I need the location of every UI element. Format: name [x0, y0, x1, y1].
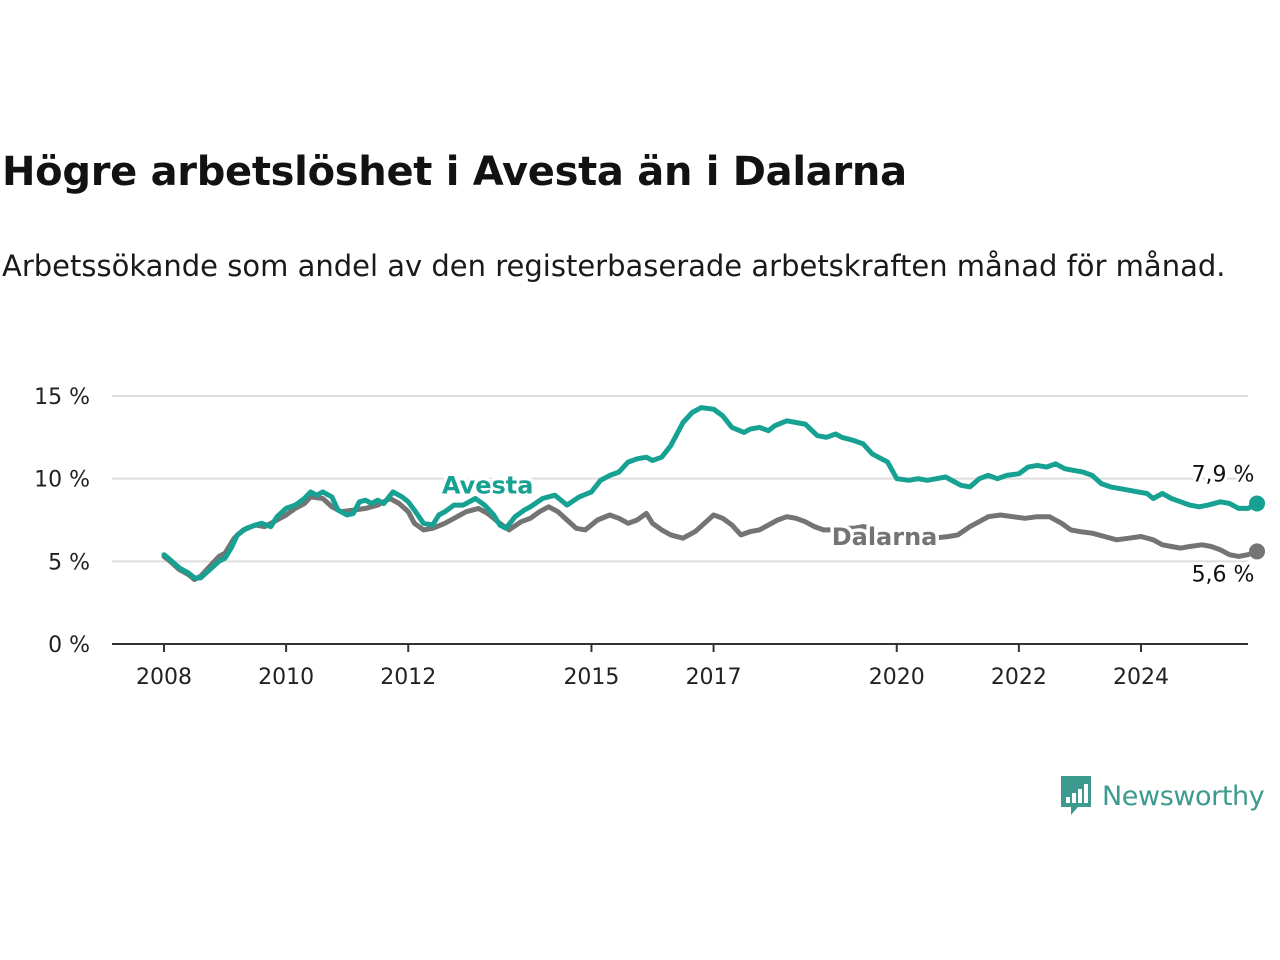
newsworthy-logo-icon	[1061, 776, 1091, 815]
y-tick-label: 15 %	[34, 385, 90, 410]
x-tick-label: 2010	[258, 665, 314, 690]
series-label-dalarna: Dalarna	[832, 523, 938, 551]
x-tick-label: 2020	[869, 665, 925, 690]
x-tick-label: 2017	[686, 665, 742, 690]
end-value-label-dalarna: 5,6 %	[1192, 562, 1255, 587]
end-point-avesta	[1249, 495, 1266, 512]
series-lines	[161, 405, 1266, 582]
y-tick-label: 5 %	[48, 550, 90, 575]
newsworthy-logo-text: Newsworthy	[1102, 780, 1265, 812]
page-title: Högre arbetslöshet i Avesta än i Dalarna	[2, 149, 907, 195]
x-tick-label: 2012	[380, 665, 436, 690]
chart-subtitle: Arbetssökande som andel av den registerb…	[2, 249, 1226, 283]
series-line-dalarna	[161, 494, 1260, 582]
end-value-label-avesta: 7,9 %	[1192, 462, 1255, 487]
end-point-dalarna	[1249, 543, 1266, 560]
grid-lines	[112, 395, 1248, 563]
y-tick-label: 10 %	[34, 468, 90, 493]
newsworthy-logo: Newsworthy	[1058, 772, 1265, 820]
line-chart: 0 %5 %10 %15 % 2008 2010 2012 2015 2017 2020 2…	[34, 385, 1266, 690]
series-label-avesta: Avesta	[442, 472, 534, 500]
y-tick-label: 0 %	[48, 633, 90, 658]
x-axis: 2008 2010 2012 2015 2017 2020 2022 2024	[112, 643, 1248, 690]
series-line-avesta	[161, 405, 1260, 581]
x-tick-label: 2022	[991, 665, 1047, 690]
x-tick-label: 2024	[1113, 665, 1169, 690]
series-labels: Avesta 7,9 % Dalarna 5,6 %	[438, 459, 1257, 590]
x-tick-label: 2015	[563, 665, 619, 690]
y-axis-ticks: 0 % 5 % 10 % 15 %	[34, 385, 90, 658]
x-tick-label: 2008	[136, 665, 192, 690]
